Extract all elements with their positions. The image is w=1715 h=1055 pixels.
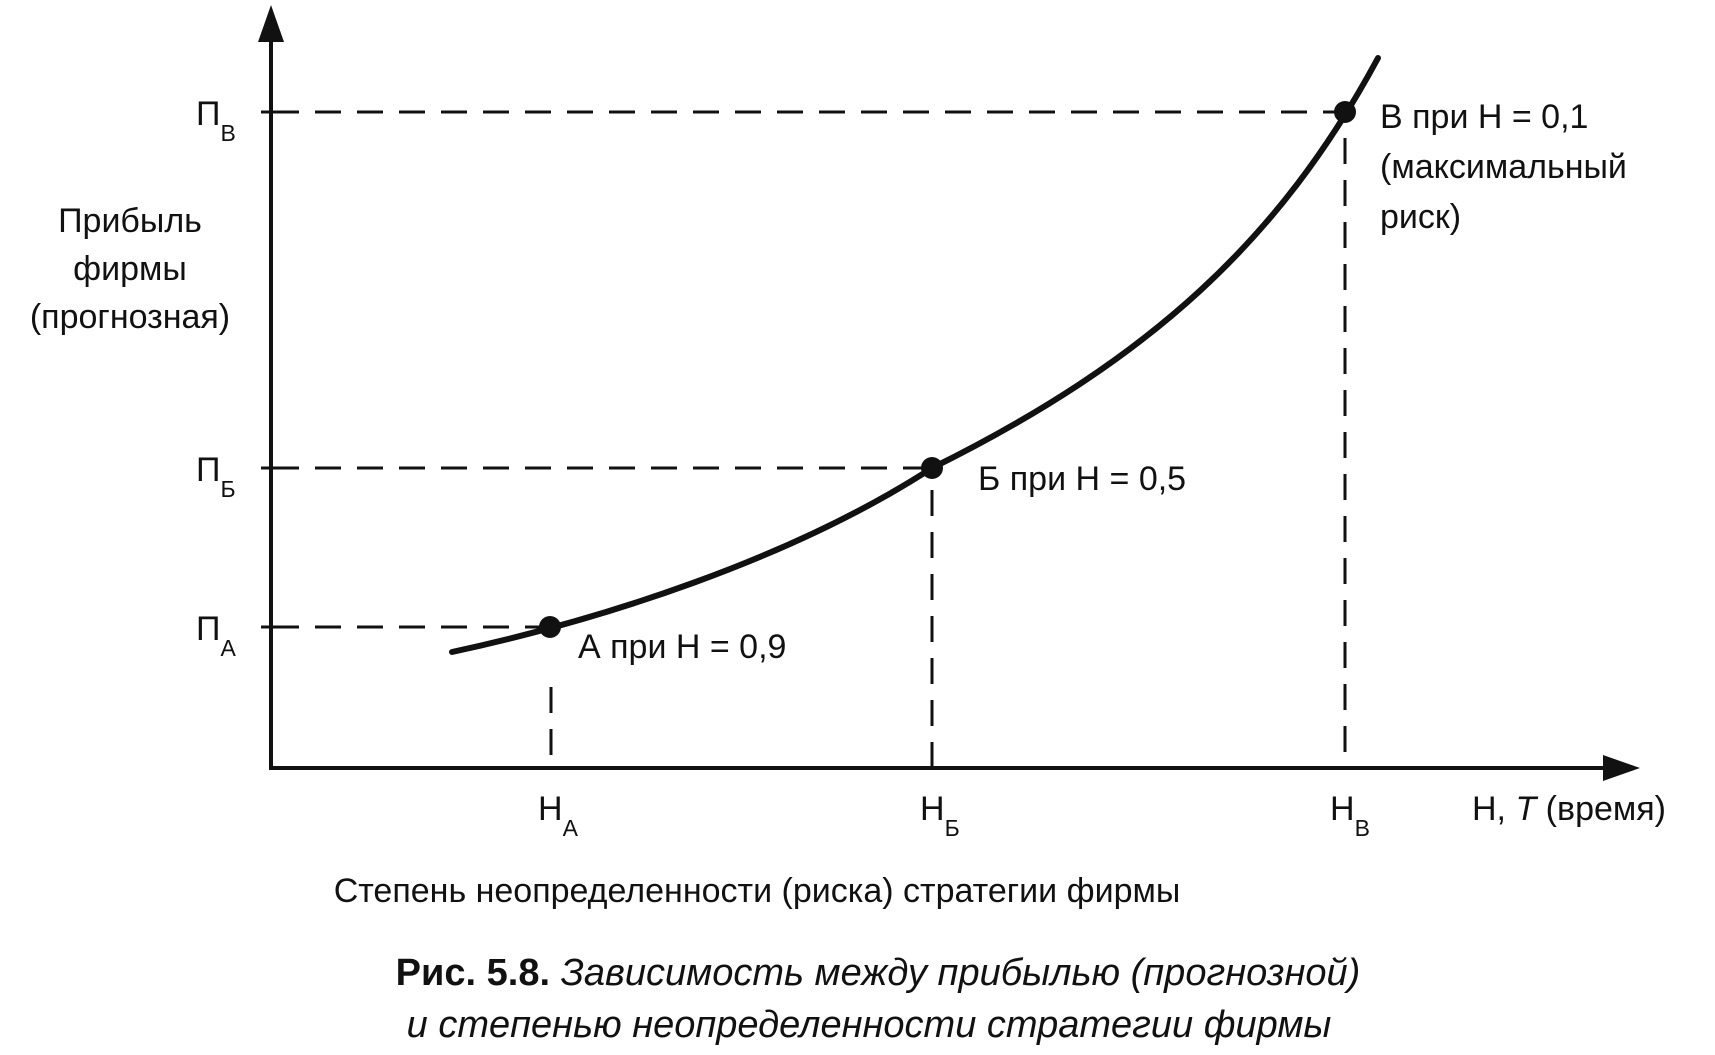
x-tick-label-v: НВ	[1330, 790, 1370, 841]
point-v-marker	[1334, 101, 1356, 123]
y-tick-label-v: ПВ	[196, 95, 236, 146]
y-tick-label-a: ПА	[196, 610, 236, 661]
point-b-marker	[921, 457, 943, 479]
figure-caption-line2: и степенью неопределенности стратегии фи…	[407, 1004, 1332, 1046]
y-axis-label-line1: Прибыль	[58, 202, 202, 240]
point-v-label-line2: (максимальный	[1380, 148, 1627, 186]
x-tick-label-a: НА	[538, 790, 579, 841]
x-tick-label-b: НБ	[920, 790, 960, 841]
y-axis-label-line2: фирмы	[73, 250, 187, 288]
y-axis-arrow	[258, 5, 284, 42]
y-axis-label: Прибыль фирмы (прогнозная)	[30, 202, 230, 336]
point-a-label: А при Н = 0,9	[578, 628, 786, 666]
profit-risk-curve	[449, 55, 1381, 655]
figure-caption-line1: Рис. 5.8. Зависимость между прибылью (пр…	[396, 952, 1361, 994]
x-axis-arrow	[1603, 755, 1640, 781]
point-v-label-line3: риск)	[1380, 198, 1461, 236]
point-v-label: В при Н = 0,1 (максимальный риск)	[1380, 98, 1627, 236]
x-axis-label: Н, T (время)	[1472, 790, 1666, 828]
x-axis-description: Степень неопределенности (риска) стратег…	[334, 872, 1181, 910]
point-v-label-line1: В при Н = 0,1	[1380, 98, 1588, 136]
point-b-label: Б при Н = 0,5	[978, 460, 1186, 498]
y-axis-label-line3: (прогнозная)	[30, 298, 230, 336]
guide-lines	[273, 110, 1347, 766]
y-tick-label-b: ПБ	[196, 451, 236, 502]
point-a-marker	[539, 616, 561, 638]
